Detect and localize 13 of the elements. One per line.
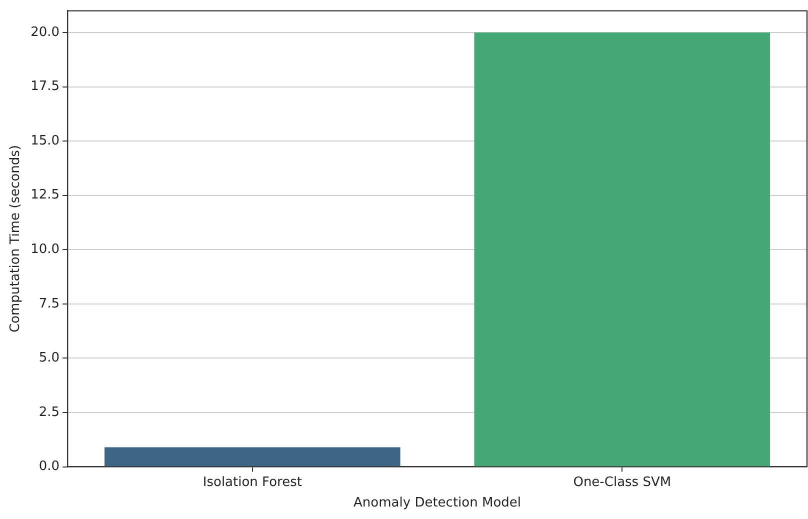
x-tick-label: Isolation Forest	[202, 474, 302, 490]
y-tick-label: 15.0	[30, 133, 60, 148]
x-tick-label: One-Class SVM	[573, 474, 672, 490]
y-tick-label: 7.5	[38, 296, 60, 312]
y-tick-label: 17.5	[30, 79, 60, 94]
y-tick-label: 0.0	[38, 459, 60, 474]
y-tick-label: 20.0	[30, 24, 60, 40]
y-axis-title: Computation Time (seconds)	[8, 145, 24, 333]
y-tick-label: 12.5	[30, 188, 60, 203]
y-tick-label: 2.5	[38, 404, 60, 420]
x-axis-title: Anomaly Detection Model	[354, 496, 522, 511]
y-tick-label: 5.0	[38, 350, 60, 366]
y-tick-label: 10.0	[30, 242, 60, 258]
